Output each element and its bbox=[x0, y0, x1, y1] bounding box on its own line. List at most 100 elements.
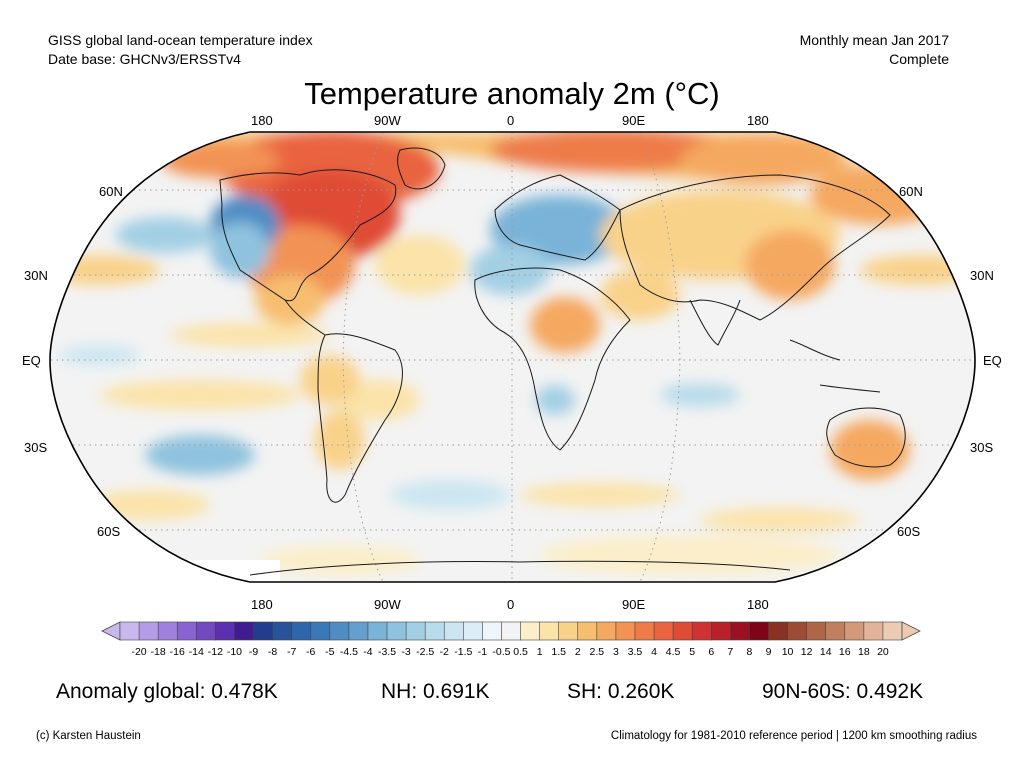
stat-90n-60s-anomaly: 90N-60S: 0.492K bbox=[762, 680, 924, 703]
colorbar-tick-label: -8 bbox=[267, 646, 278, 658]
colorbar-tick-label: 20 bbox=[877, 646, 889, 658]
colorbar-swatch bbox=[653, 621, 674, 641]
colorbar-tick-label: -2 bbox=[439, 646, 449, 658]
colorbar-swatch bbox=[710, 621, 731, 641]
lat-label-eq-left: EQ bbox=[22, 353, 41, 368]
colorbar-swatch bbox=[749, 621, 769, 641]
colorbar-swatch bbox=[272, 621, 293, 641]
colorbar-swatch bbox=[386, 621, 407, 641]
colorbar-tick-label: 14 bbox=[819, 646, 832, 658]
colorbar-tick-label: 16 bbox=[838, 646, 851, 658]
colorbar-swatch bbox=[424, 621, 445, 641]
colorbar-swatch bbox=[863, 621, 884, 641]
colorbar-swatch bbox=[138, 621, 159, 641]
colorbar-swatch bbox=[596, 621, 617, 641]
climatology-note: Climatology for 1981-2010 reference peri… bbox=[610, 730, 977, 742]
colorbar-swatch bbox=[634, 621, 655, 641]
colorbar-tick-label: 12 bbox=[800, 646, 813, 658]
colorbar-tick-label: -12 bbox=[207, 646, 223, 658]
colorbar-swatch bbox=[443, 621, 464, 641]
colorbar-tick-label: -6 bbox=[306, 646, 316, 658]
period-label: Monthly mean Jan 2017 bbox=[799, 32, 949, 48]
colorbar-swatch bbox=[405, 621, 426, 641]
colorbar-swatch bbox=[157, 621, 178, 641]
colorbar-swatch bbox=[119, 621, 140, 641]
colorbar-tick-label: -7 bbox=[286, 646, 297, 658]
colorbar-tick-label: -10 bbox=[226, 646, 243, 658]
colorbar-tick-label: 1.5 bbox=[551, 646, 566, 658]
colorbar-swatch bbox=[520, 621, 541, 641]
colorbar-swatch bbox=[291, 621, 312, 641]
colorbar-swatch bbox=[768, 621, 789, 641]
lon-label-0-top: 0 bbox=[507, 113, 515, 128]
colorbar-swatch bbox=[558, 621, 579, 641]
credit: (c) Karsten Haustein bbox=[36, 730, 141, 742]
dataset-base: Date base: GHCNv3/ERSSTv4 bbox=[48, 51, 241, 67]
colorbar-swatch bbox=[501, 621, 522, 641]
colorbar-swatch bbox=[253, 621, 274, 641]
colorbar-tick-label: -3.5 bbox=[377, 646, 397, 658]
colorbar-max-arrow bbox=[901, 621, 921, 641]
colorbar-tick-label: 3 bbox=[612, 646, 619, 658]
lon-label-0-bottom: 0 bbox=[507, 597, 515, 612]
map-title: Temperature anomaly 2m (°C) bbox=[304, 76, 720, 111]
lon-label-90e-bottom: 90E bbox=[622, 597, 646, 612]
stat-sh-anomaly: SH: 0.260K bbox=[567, 680, 675, 703]
colorbar-tick-label: 1 bbox=[536, 646, 543, 658]
colorbar-tick-label: 4 bbox=[651, 646, 657, 658]
coastlines bbox=[219, 147, 906, 576]
colorbar-tick-label: -1.5 bbox=[454, 646, 473, 658]
colorbar-tick-label: 18 bbox=[858, 646, 870, 658]
colorbar-min-arrow bbox=[101, 621, 121, 641]
lat-label-60s-left: 60S bbox=[97, 524, 121, 539]
colorbar-swatch bbox=[615, 621, 636, 641]
colorbar-tick-label: -3 bbox=[401, 646, 411, 658]
lon-label-90w-top: 90W bbox=[374, 113, 401, 128]
colorbar-tick-label: 0.5 bbox=[513, 646, 528, 658]
lon-label-180-top-right: 180 bbox=[747, 113, 769, 128]
colorbar-tick-label: -0.5 bbox=[492, 646, 511, 658]
colorbar-tick-label: 9 bbox=[765, 646, 772, 658]
lat-label-30n-left: 30N bbox=[24, 268, 48, 283]
colorbar-swatch bbox=[482, 621, 502, 641]
lat-label-60s-right: 60S bbox=[897, 524, 921, 539]
anomaly-field bbox=[50, 132, 975, 582]
colorbar-swatch bbox=[806, 621, 827, 641]
colorbar-swatch bbox=[539, 621, 560, 641]
colorbar bbox=[101, 621, 921, 641]
colorbar-tick-label: -14 bbox=[188, 646, 204, 658]
colorbar-tick-label: -9 bbox=[248, 646, 259, 658]
colorbar-tick-label: -4.5 bbox=[339, 646, 358, 658]
completeness-label: Complete bbox=[889, 51, 949, 67]
stat-global-anomaly: Anomaly global: 0.478K bbox=[56, 680, 278, 703]
colorbar-swatch bbox=[844, 621, 865, 641]
colorbar-swatch bbox=[234, 621, 255, 641]
lon-label-180-bottom-left: 180 bbox=[251, 597, 273, 612]
colorbar-swatch bbox=[882, 621, 903, 641]
colorbar-tick-label: -5 bbox=[325, 646, 335, 658]
colorbar-tick-label: 8 bbox=[746, 646, 753, 658]
colorbar-tick-label: 4.5 bbox=[665, 646, 681, 658]
dataset-title: GISS global land-ocean temperature index bbox=[48, 32, 313, 48]
lon-label-90e-top: 90E bbox=[622, 113, 646, 128]
colorbar-swatch bbox=[215, 621, 235, 641]
colorbar-tick-label: 10 bbox=[781, 646, 794, 658]
colorbar-swatch bbox=[310, 621, 331, 641]
graticule bbox=[50, 132, 975, 582]
lat-label-eq-right: EQ bbox=[983, 353, 1002, 368]
colorbar-swatch bbox=[787, 621, 808, 641]
colorbar-tick-label: 2.5 bbox=[589, 646, 605, 658]
colorbar-swatch bbox=[730, 621, 750, 641]
colorbar-tick-label: -16 bbox=[169, 646, 185, 658]
colorbar-tick-label: -18 bbox=[150, 646, 166, 658]
colorbar-tick-label: -20 bbox=[131, 646, 147, 658]
colorbar-swatch bbox=[691, 621, 712, 641]
lon-label-90w-bottom: 90W bbox=[374, 597, 401, 612]
lon-label-180-bottom-right: 180 bbox=[747, 597, 769, 612]
colorbar-tick-label: -4 bbox=[363, 646, 373, 658]
colorbar-tick-label: -1 bbox=[477, 646, 488, 658]
colorbar-swatch bbox=[463, 621, 483, 641]
lon-label-180-top-left: 180 bbox=[251, 113, 273, 128]
lat-label-30s-right: 30S bbox=[970, 440, 994, 455]
